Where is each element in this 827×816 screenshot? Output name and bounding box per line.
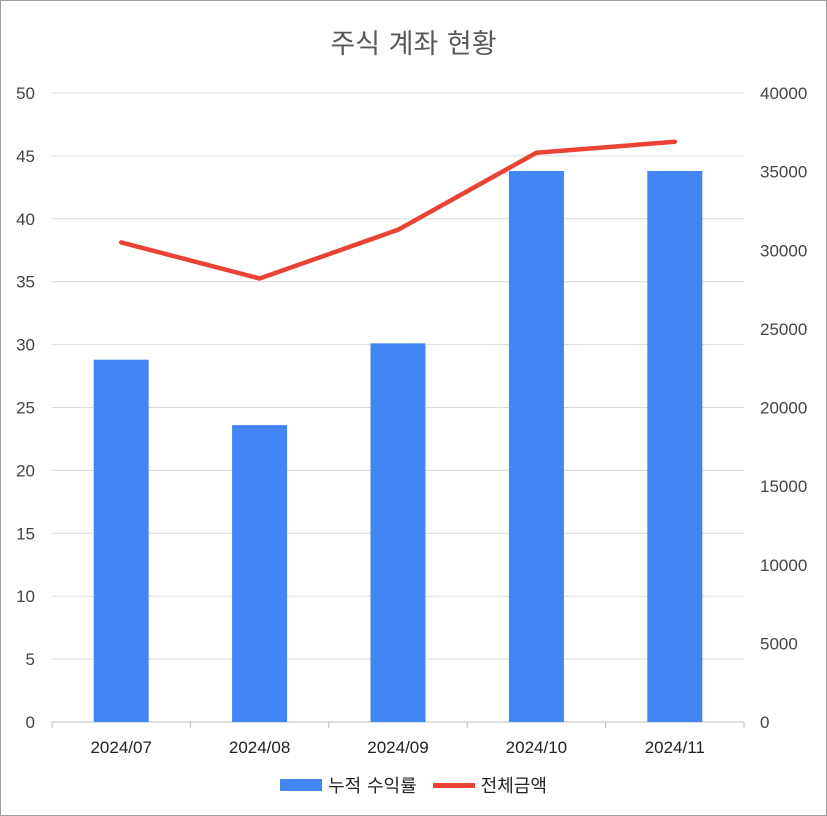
bar (232, 425, 288, 722)
legend-swatch-line (432, 782, 475, 788)
y-right-tick-label: 15000 (760, 477, 807, 496)
y-right-tick-label: 5000 (760, 634, 798, 653)
x-tick-label: 2024/10 (506, 738, 567, 757)
bar (370, 343, 426, 722)
x-tick-label: 2024/07 (90, 738, 151, 757)
bar (93, 359, 149, 722)
y-left-tick-label: 35 (16, 273, 35, 292)
y-right-tick-label: 40000 (760, 84, 807, 103)
legend-label-line: 전체금액 (480, 776, 547, 797)
legend-swatch-bar (280, 779, 323, 791)
y-left-tick-label: 50 (16, 84, 35, 103)
legend-label-bar: 누적 수익률 (328, 776, 417, 797)
y-left-tick-label: 15 (16, 524, 35, 543)
y-left-tick-label: 45 (16, 147, 35, 166)
series-line (118, 139, 678, 281)
y-right-tick-label: 0 (760, 713, 769, 732)
y-right-tick-label: 25000 (760, 320, 807, 339)
legend-item-line: 전체금액 (432, 772, 547, 798)
y-left-tick-label: 5 (26, 650, 35, 669)
y-right-tick-label: 20000 (760, 399, 807, 418)
y-right-tick-label: 10000 (760, 556, 807, 575)
y-left-tick-label: 30 (16, 336, 35, 355)
y-left-tick-label: 25 (16, 399, 35, 418)
y-right-tick-label: 30000 (760, 241, 807, 260)
legend-item-bar: 누적 수익률 (280, 772, 417, 798)
y-left-tick-label: 40 (16, 210, 35, 229)
bar (508, 170, 564, 723)
y-left-tick-label: 0 (26, 713, 35, 732)
y-left-tick-label: 20 (16, 461, 35, 480)
x-tick-label: 2024/08 (229, 738, 290, 757)
x-tick-label: 2024/09 (367, 738, 428, 757)
chart-legend: 누적 수익률 전체금액 (0, 772, 827, 798)
x-tick-label: 2024/11 (645, 738, 705, 757)
y-right-tick-label: 35000 (760, 163, 807, 182)
bar (647, 170, 703, 723)
y-left-tick-label: 10 (16, 587, 35, 606)
chart-title: 주식 계좌 현황 (330, 29, 497, 60)
